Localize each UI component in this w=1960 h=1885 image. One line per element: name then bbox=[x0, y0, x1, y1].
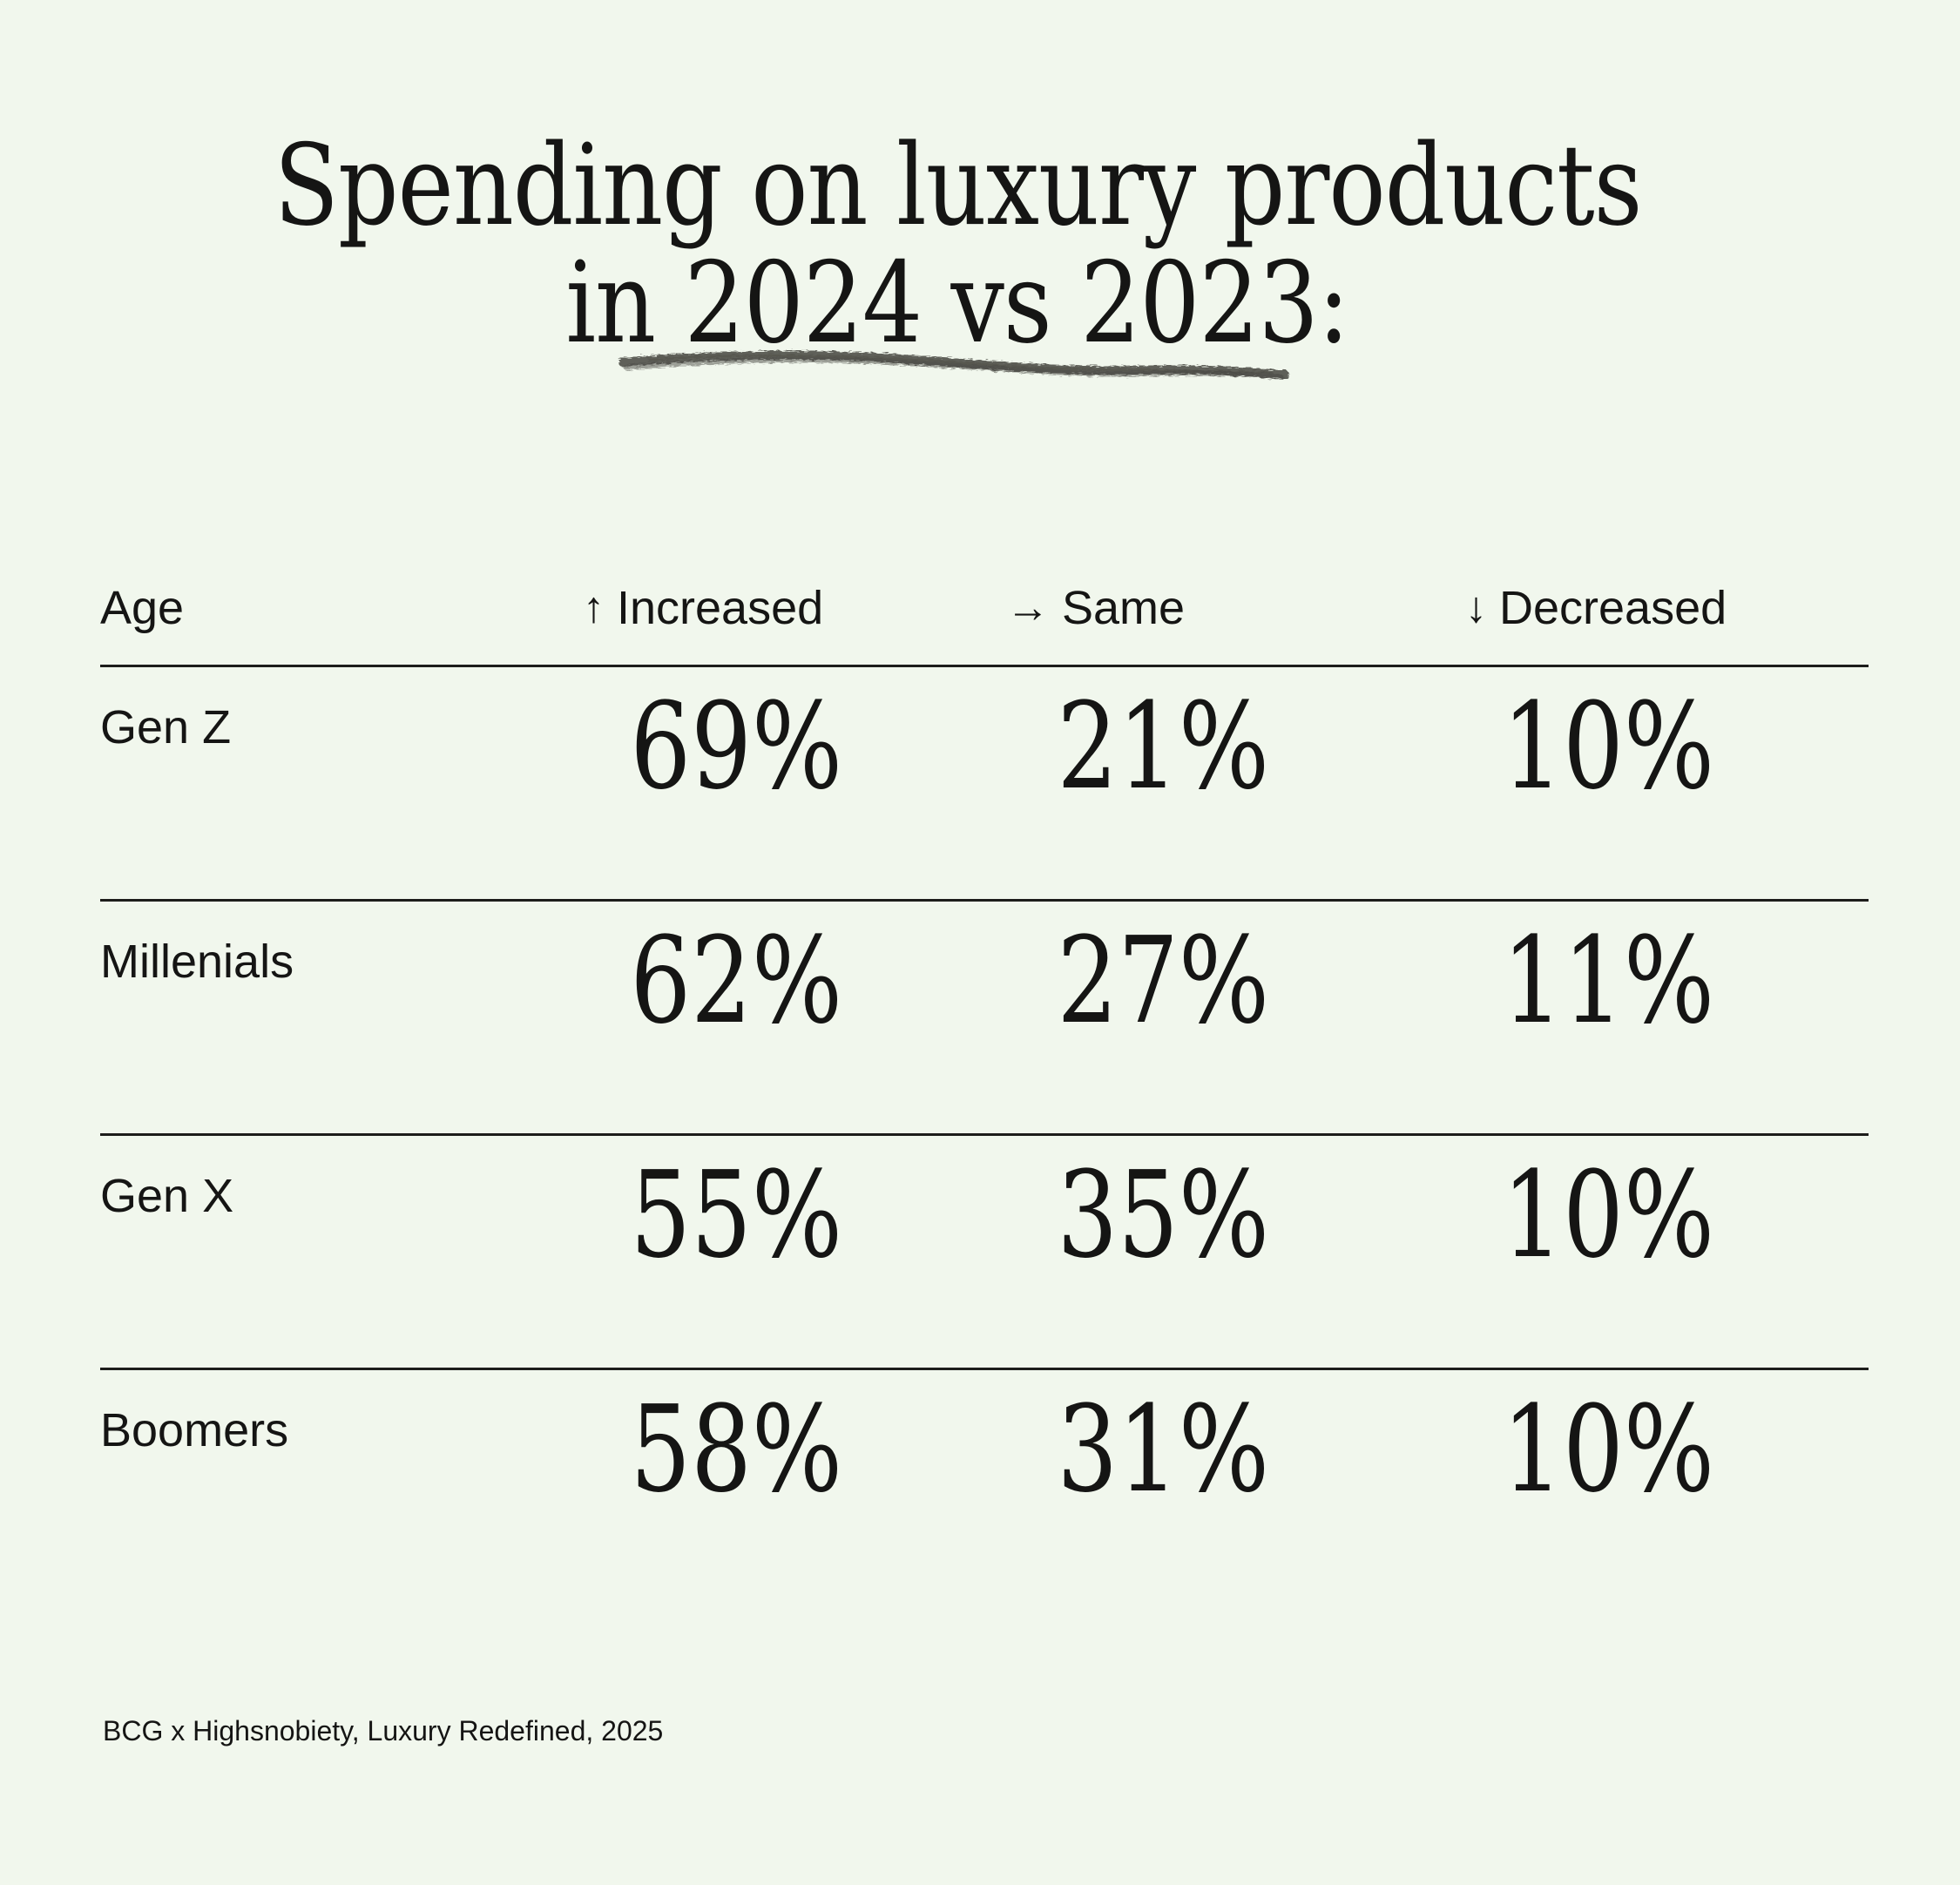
page-title-text-1: Spending on luxury products bbox=[274, 121, 1642, 251]
right-arrow-icon: → bbox=[1006, 583, 1050, 632]
down-arrow-icon: ↓ bbox=[1465, 583, 1487, 632]
cell-decreased: 10% bbox=[1376, 1136, 1869, 1368]
page-title: Spending on luxury products in 2024 vs 2… bbox=[0, 0, 1937, 362]
title-underline-squiggle bbox=[614, 348, 1294, 387]
cell-same: 27% bbox=[950, 902, 1376, 1133]
column-header-decreased: ↓ Decreased bbox=[1376, 580, 1869, 637]
row-label-age: Gen Z bbox=[100, 701, 232, 753]
page-title-line-2: in 2024 vs 2023: bbox=[0, 245, 1937, 362]
column-header-decreased-label: Decreased bbox=[1499, 582, 1727, 634]
cell-decreased: 10% bbox=[1376, 667, 1869, 899]
cell-value: 10% bbox=[1502, 678, 1714, 816]
cell-same: 31% bbox=[950, 1370, 1376, 1605]
table-row-gen-x: Gen X 55% 35% 10% bbox=[100, 1136, 1869, 1370]
cell-increased: 55% bbox=[488, 1136, 950, 1368]
cell-value: 55% bbox=[630, 1146, 842, 1285]
cell-value: 31% bbox=[1057, 1381, 1269, 1519]
row-label-age: Millenials bbox=[100, 936, 294, 988]
row-label-age: Boomers bbox=[100, 1404, 289, 1456]
up-arrow-icon: ↑ bbox=[583, 583, 605, 632]
table-row-boomers: Boomers 58% 31% 10% bbox=[100, 1370, 1869, 1605]
table-header-row: Age ↑ Increased → Same ↓ Decreased bbox=[100, 542, 1869, 667]
column-header-increased: ↑ Increased bbox=[488, 580, 950, 637]
cell-value: 62% bbox=[630, 912, 842, 1051]
pencil-stroke-icon bbox=[618, 350, 1289, 380]
column-header-age: Age bbox=[100, 582, 185, 634]
cell-value: 58% bbox=[630, 1381, 842, 1519]
cell-decreased: 11% bbox=[1376, 902, 1869, 1133]
table-row-gen-z: Gen Z 69% 21% 10% bbox=[100, 667, 1869, 902]
cell-value: 35% bbox=[1057, 1146, 1269, 1285]
column-header-same: → Same bbox=[950, 580, 1376, 637]
cell-value: 10% bbox=[1502, 1146, 1714, 1285]
cell-value: 10% bbox=[1502, 1381, 1714, 1519]
page-title-line-1: Spending on luxury products bbox=[0, 127, 1937, 245]
cell-value: 69% bbox=[630, 678, 842, 816]
column-header-increased-label: Increased bbox=[617, 582, 824, 634]
cell-increased: 62% bbox=[488, 902, 950, 1133]
cell-same: 21% bbox=[950, 667, 1376, 899]
page-title-text-2: in 2024 vs 2023: bbox=[565, 239, 1350, 368]
cell-decreased: 10% bbox=[1376, 1370, 1869, 1605]
cell-value: 27% bbox=[1057, 912, 1269, 1051]
row-label-age: Gen X bbox=[100, 1170, 234, 1222]
table-row-millenials: Millenials 62% 27% 11% bbox=[100, 902, 1869, 1136]
cell-increased: 69% bbox=[488, 667, 950, 899]
spending-table: Age ↑ Increased → Same ↓ Decreased Gen Z 69… bbox=[100, 542, 1869, 1605]
cell-increased: 58% bbox=[488, 1370, 950, 1605]
cell-value: 21% bbox=[1057, 678, 1269, 816]
cell-value: 11% bbox=[1502, 912, 1714, 1051]
source-attribution: BCG x Highsnobiety, Luxury Redefined, 20… bbox=[103, 1715, 664, 1746]
column-header-same-label: Same bbox=[1062, 582, 1186, 634]
cell-same: 35% bbox=[950, 1136, 1376, 1368]
